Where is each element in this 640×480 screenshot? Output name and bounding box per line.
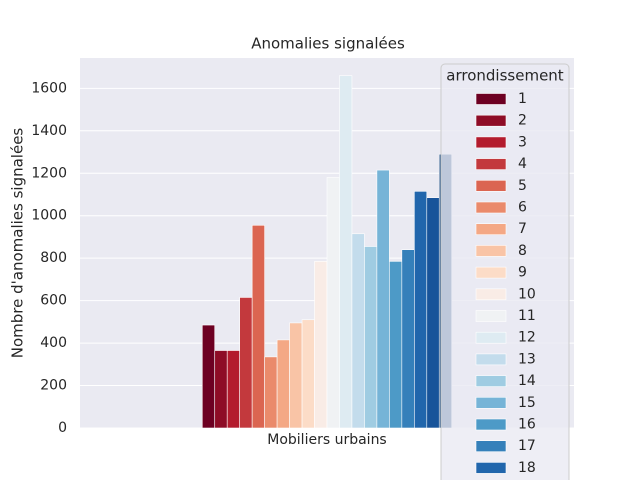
y-axis-label: Nombre d'anomalies signalées	[9, 128, 27, 359]
legend-swatch	[475, 158, 507, 170]
legend-swatch	[475, 180, 507, 192]
bar	[301, 319, 315, 429]
bar	[226, 350, 240, 429]
bar	[239, 297, 253, 429]
legend-label: 6	[518, 200, 527, 216]
y-tick-label: 0	[58, 420, 67, 436]
bar	[251, 224, 265, 429]
chart-title: Anomalies signalées	[251, 35, 405, 53]
legend-label: 12	[518, 330, 536, 346]
bar	[326, 177, 340, 429]
bar	[414, 191, 428, 429]
legend-swatch	[475, 266, 507, 279]
bar	[376, 169, 390, 429]
bar	[276, 339, 290, 429]
legend-label: 9	[518, 265, 527, 281]
legend-swatch	[475, 245, 507, 257]
legend-label: 11	[518, 308, 536, 324]
y-tick-label: 600	[40, 293, 67, 309]
bar	[389, 261, 403, 429]
legend-label: 17	[518, 438, 536, 454]
legend-swatch	[475, 331, 507, 344]
y-tick-label: 1600	[31, 80, 67, 96]
legend-swatch	[475, 396, 507, 409]
legend-label: 3	[518, 134, 527, 150]
legend-label: 7	[518, 221, 527, 237]
bar	[264, 356, 278, 429]
bar	[201, 324, 216, 429]
legend-swatch	[475, 114, 507, 127]
bar	[351, 233, 365, 429]
bar	[339, 75, 353, 429]
legend-label: 5	[518, 178, 527, 194]
legend-swatch	[475, 353, 507, 366]
legend-label: 16	[518, 417, 536, 433]
legend-swatch	[475, 440, 507, 453]
legend-label: 18	[518, 460, 536, 476]
bar	[314, 261, 328, 429]
legend-label: 1	[518, 91, 527, 107]
bar	[364, 246, 378, 429]
bar	[401, 249, 415, 429]
legend-label: 8	[518, 243, 527, 259]
bar	[214, 350, 228, 429]
legend-swatch	[475, 418, 507, 431]
legend-label: 14	[518, 373, 536, 389]
legend-swatch	[475, 93, 507, 105]
y-tick-label: 1000	[31, 208, 67, 224]
legend-title: arrondissement	[446, 67, 564, 85]
bar	[426, 197, 440, 429]
legend-swatch	[475, 310, 507, 322]
y-tick-label: 800	[40, 250, 67, 266]
legend-swatch	[475, 288, 507, 301]
legend-swatch	[475, 462, 507, 474]
y-tick-label: 200	[40, 378, 67, 394]
legend-label: 15	[518, 395, 536, 411]
legend-swatch	[475, 136, 507, 149]
x-tick-label: Mobiliers urbains	[267, 432, 386, 448]
legend-swatch	[475, 201, 507, 214]
y-tick-label: 1400	[31, 123, 67, 139]
y-tick-label: 400	[40, 335, 67, 351]
bar	[289, 322, 303, 429]
legend-label: 4	[518, 156, 527, 172]
legend-label: 13	[518, 351, 536, 367]
y-tick-label: 1200	[31, 165, 67, 181]
legend-swatch	[475, 375, 507, 387]
legend-swatch	[475, 223, 507, 235]
legend-label: 10	[518, 286, 536, 302]
legend-label: 2	[518, 113, 527, 129]
